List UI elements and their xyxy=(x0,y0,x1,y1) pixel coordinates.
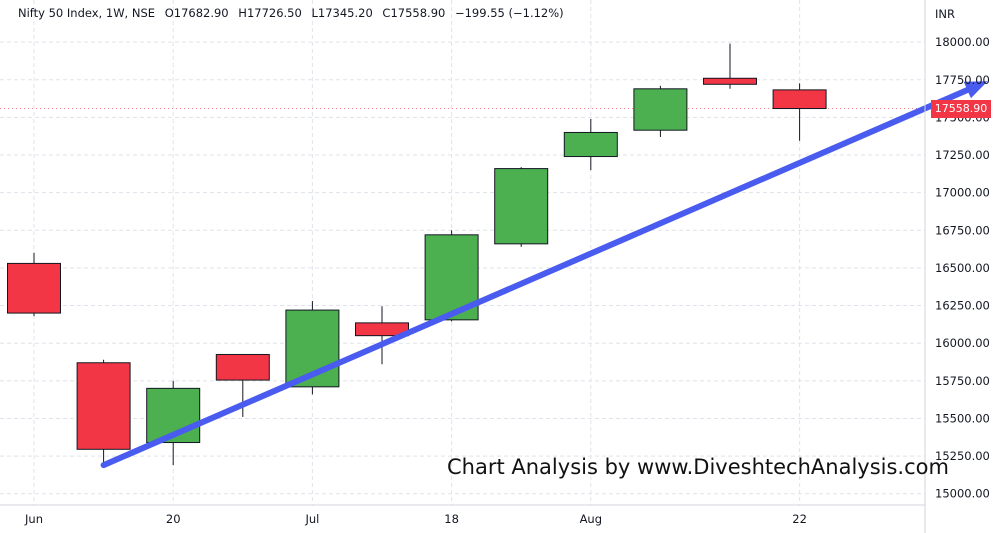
candle[interactable] xyxy=(215,353,270,417)
watermark-text: Chart Analysis by www.DiveshtechAnalysis… xyxy=(447,455,949,479)
candle[interactable] xyxy=(76,359,131,467)
y-tick-label: 15750.00 xyxy=(935,374,990,388)
x-tick-label: 20 xyxy=(166,512,181,526)
y-tick-label: 15250.00 xyxy=(935,449,990,463)
open-value: O17682.90 xyxy=(164,6,229,20)
y-tick-label: 15500.00 xyxy=(935,411,990,425)
last-price-badge: 17558.90 xyxy=(931,99,991,118)
y-tick-label: 18000.00 xyxy=(935,35,990,49)
candle-body-down xyxy=(215,353,270,381)
trendline-arrowhead xyxy=(963,81,988,99)
x-tick-label: 22 xyxy=(792,512,807,526)
candle[interactable] xyxy=(703,43,757,89)
candle-body-up xyxy=(494,168,549,245)
currency-label[interactable]: INR xyxy=(935,7,955,21)
x-tick-label: Jul xyxy=(304,512,319,526)
symbol-legend[interactable]: Nifty 50 Index, 1W, NSE O17682.90 H17726… xyxy=(18,6,570,20)
low-value: L17345.20 xyxy=(311,6,373,20)
close-value: C17558.90 xyxy=(382,6,446,20)
candle-body-up xyxy=(633,88,688,131)
y-tick-label: 17250.00 xyxy=(935,148,990,162)
y-tick-label: 17000.00 xyxy=(935,186,990,200)
y-tick-label: 16000.00 xyxy=(935,336,990,350)
candle-body-down xyxy=(76,362,131,450)
candle[interactable] xyxy=(146,380,201,466)
candle[interactable] xyxy=(772,83,827,141)
x-tick-label: 18 xyxy=(444,512,459,526)
candle-body-down xyxy=(703,77,757,85)
candle-body-down xyxy=(7,262,61,314)
y-tick-label: 16500.00 xyxy=(935,261,990,275)
candle-body-up xyxy=(563,131,618,158)
candle[interactable] xyxy=(563,118,618,171)
candle[interactable] xyxy=(7,252,61,317)
x-tick-label: Jun xyxy=(24,512,43,526)
y-tick-label: 17750.00 xyxy=(935,73,990,87)
high-value: H17726.50 xyxy=(238,6,302,20)
change-value: −199.55 (−1.12%) xyxy=(454,6,564,20)
y-tick-label: 15000.00 xyxy=(935,487,990,501)
trendline[interactable] xyxy=(100,87,971,469)
y-tick-label: 16750.00 xyxy=(935,223,990,237)
symbol-label: Nifty 50 Index, 1W, NSE xyxy=(18,6,156,20)
x-tick-label: Aug xyxy=(580,512,602,526)
candle[interactable] xyxy=(494,167,549,247)
candle[interactable] xyxy=(355,306,409,365)
candle-body-down xyxy=(355,322,409,337)
y-tick-label: 16250.00 xyxy=(935,299,990,313)
candle[interactable] xyxy=(633,85,688,137)
candle-body-down xyxy=(772,89,827,110)
